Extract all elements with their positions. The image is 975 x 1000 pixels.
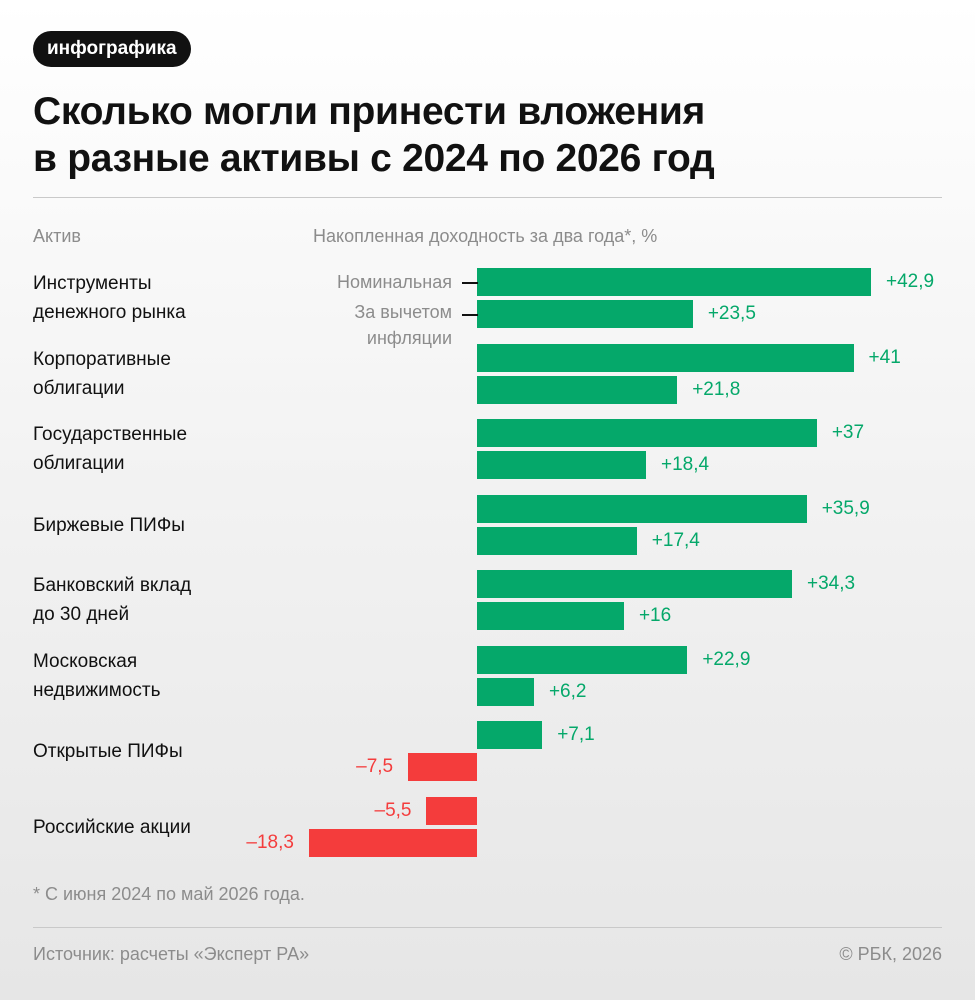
bar-value-label: –5,5 [374, 799, 412, 821]
bar-value-label: +21,8 [692, 378, 741, 400]
return-column-header: Накопленная доходность за два года*, % [313, 226, 658, 246]
footnote: * С июня 2024 по май 2026 года. [33, 884, 305, 904]
bar-value-label: +41 [868, 346, 901, 368]
asset-label: Открытые ПИФы [33, 737, 183, 766]
asset-label: Государственные облигации [33, 420, 187, 478]
title-line-1: Сколько могли принести вложения [33, 90, 705, 133]
asset-label-line-1: Российские акции [33, 816, 191, 838]
asset-label-line-1: Открытые ПИФы [33, 741, 183, 762]
bar-value-label: +18,4 [660, 454, 710, 475]
asset-label: Российские акции [33, 813, 191, 842]
legend-nominal-pointer [462, 282, 478, 284]
legend-real-line-1: За вычетом [354, 302, 452, 322]
nominal-bar [477, 343, 854, 372]
title-line-2: в разные активы с 2024 по 2026 год [33, 137, 715, 180]
legend-real-pointer [462, 314, 478, 316]
bar-value-label: +37 [831, 422, 865, 443]
asset-label-line-1: Банковский вклад [33, 575, 192, 596]
nominal-bar [477, 570, 793, 598]
copyright-text: © РБК, 2026 [839, 944, 942, 964]
bar-value-label: +22,9 [702, 648, 751, 670]
real-bar [477, 677, 534, 706]
asset-label: Банковский вклад до 30 дней [33, 571, 191, 629]
bar-value-label: +35,9 [821, 497, 870, 519]
nominal-bar [477, 419, 817, 447]
asset-label-line-1: Инструменты [33, 273, 152, 294]
bar-value-label: +7,1 [557, 724, 595, 745]
asset-label: Корпоративные облигации [33, 345, 171, 403]
real-bar [477, 451, 646, 479]
chart-title: Сколько могли принести вложения в разные… [33, 88, 933, 182]
real-bar [477, 602, 624, 630]
asset-label: Инструменты денежного рынка [33, 269, 186, 327]
real-bar [477, 526, 637, 555]
nominal-bar [477, 645, 688, 674]
legend-real-label: За вычетом инфляции [354, 299, 452, 351]
legend-nominal-label: Номинальная [337, 272, 452, 292]
real-bar [477, 300, 693, 328]
bar-value-label: +16 [638, 605, 672, 626]
asset-label-line-1: Биржевые ПИФы [33, 514, 185, 536]
asset-label-line-1: Государственные [33, 424, 188, 445]
asset-label-line-2: облигации [33, 377, 125, 399]
top-divider [33, 197, 942, 198]
nominal-bar [477, 268, 871, 296]
asset-column-header: Актив [33, 226, 81, 246]
infographic-badge: инфографика [33, 31, 191, 67]
asset-label-line-2: недвижимость [33, 679, 161, 701]
bar-value-label: +34,3 [807, 573, 856, 594]
nominal-bar [477, 721, 543, 749]
source-text: Источник: расчеты «Эксперт РА» [33, 944, 310, 964]
bar-value-label: –18,3 [246, 831, 294, 853]
asset-label: Московская недвижимость [33, 647, 161, 705]
asset-label-line-2: до 30 дней [33, 604, 130, 625]
real-bar [308, 828, 477, 857]
asset-label: Биржевые ПИФы [33, 511, 185, 540]
asset-label-line-1: Московская [33, 650, 138, 672]
bottom-divider [33, 927, 942, 928]
bar-value-label: +6,2 [548, 680, 587, 702]
legend-real-line-2: инфляции [366, 328, 452, 348]
bar-value-label: +17,4 [651, 529, 700, 551]
bar-value-label: +23,5 [707, 303, 756, 324]
real-bar [408, 753, 477, 781]
nominal-bar [426, 796, 477, 825]
real-bar [477, 375, 678, 404]
asset-label-line-1: Корпоративные [33, 348, 171, 370]
bar-value-label: –7,5 [356, 756, 394, 777]
nominal-bar [477, 494, 807, 523]
asset-label-line-2: облигации [33, 453, 125, 474]
bar-value-label: +42,9 [886, 271, 935, 292]
asset-label-line-2: денежного рынка [33, 302, 186, 323]
